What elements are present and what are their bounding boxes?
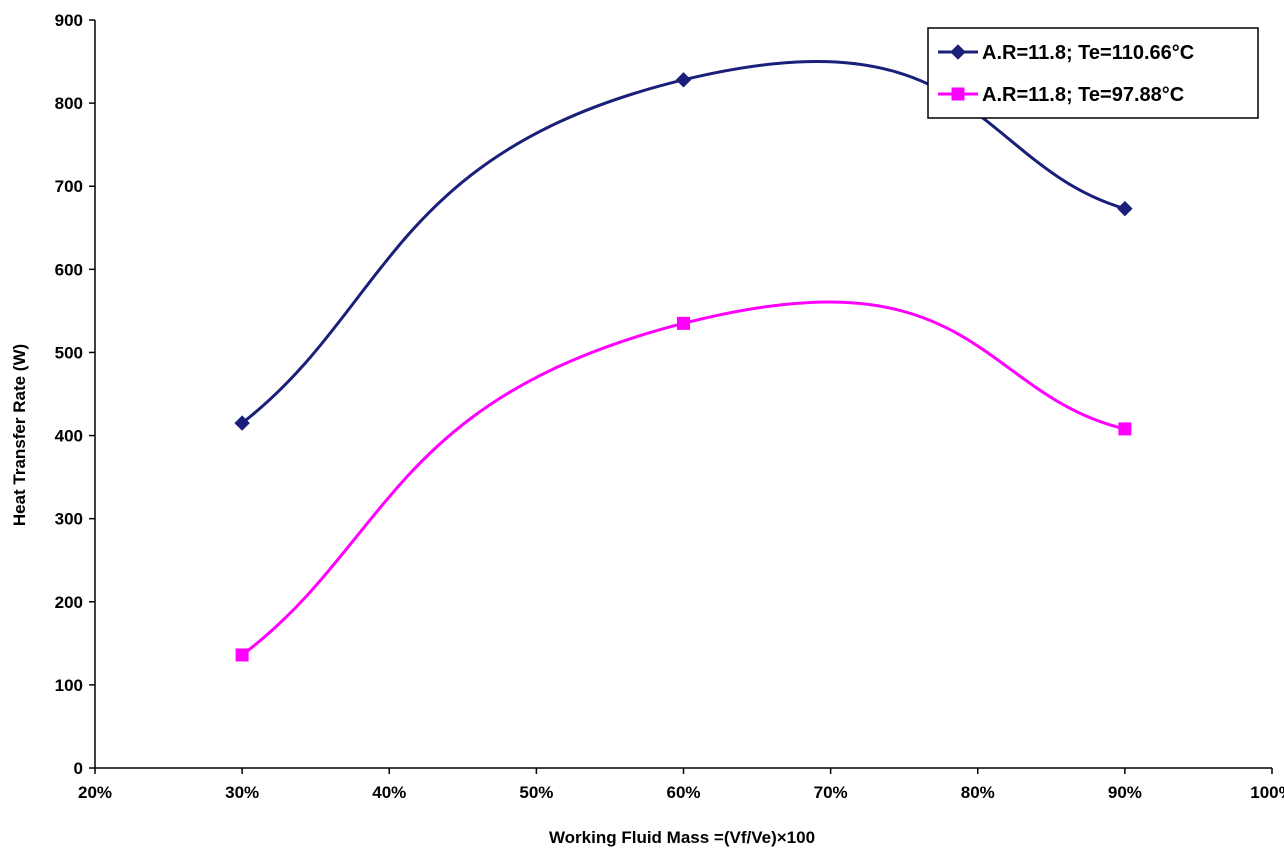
x-tick-label: 60%	[666, 783, 700, 802]
series-1-point	[1117, 200, 1133, 217]
y-tick-label: 900	[55, 11, 83, 30]
x-tick-label: 90%	[1108, 783, 1142, 802]
legend-label: A.R=11.8; Te=110.66°C	[982, 42, 1194, 64]
series-2-point	[1118, 422, 1132, 436]
legend-box	[927, 27, 1259, 119]
y-tick-label: 800	[55, 94, 83, 113]
legend-item: A.R=11.8; Te=97.88°C	[938, 84, 1184, 106]
axes	[89, 19, 1273, 774]
legend: A.R=11.8; Te=110.66°C A.R=11.8; Te=97.88°…	[927, 27, 1259, 119]
x-tick-label: 100%	[1250, 783, 1284, 802]
x-axis-title: Working Fluid Mass =(Vf/Ve)×100	[549, 828, 815, 847]
y-tick-label: 700	[55, 177, 83, 196]
x-tick-label: 50%	[519, 783, 553, 802]
series	[234, 60, 1133, 662]
y-axis-title: Heat Transfer Rate (W)	[10, 344, 29, 526]
series-2-point	[235, 648, 249, 662]
x-tick-label: 80%	[961, 783, 995, 802]
series-2-line	[241, 300, 1126, 657]
x-tick-label: 30%	[225, 783, 259, 802]
series-1	[234, 60, 1133, 431]
y-tick-label: 0	[74, 759, 83, 778]
series-1-point	[234, 415, 250, 431]
x-tick-label: 70%	[814, 783, 848, 802]
y-tick-label: 600	[55, 260, 83, 279]
legend-marker	[950, 44, 966, 60]
legend-item: A.R=11.8; Te=110.66°C	[938, 42, 1194, 64]
series-2-point	[677, 316, 690, 330]
x-tick-label: 20%	[78, 783, 112, 802]
y-tick-label: 400	[55, 427, 83, 446]
y-tick-label: 100	[55, 676, 83, 695]
y-tick-label: 500	[55, 343, 83, 362]
series-1-point	[675, 72, 692, 88]
legend-marker	[951, 87, 965, 101]
tick-labels: 0 100 200 300 400 500 600 700 800 900 20% 30% 40% 50%…	[55, 11, 1284, 802]
y-tick-label: 200	[55, 593, 83, 612]
y-tick-label: 300	[55, 510, 83, 529]
series-2	[235, 300, 1132, 662]
x-tick-label: 40%	[372, 783, 406, 802]
legend-label: A.R=11.8; Te=97.88°C	[982, 84, 1184, 106]
